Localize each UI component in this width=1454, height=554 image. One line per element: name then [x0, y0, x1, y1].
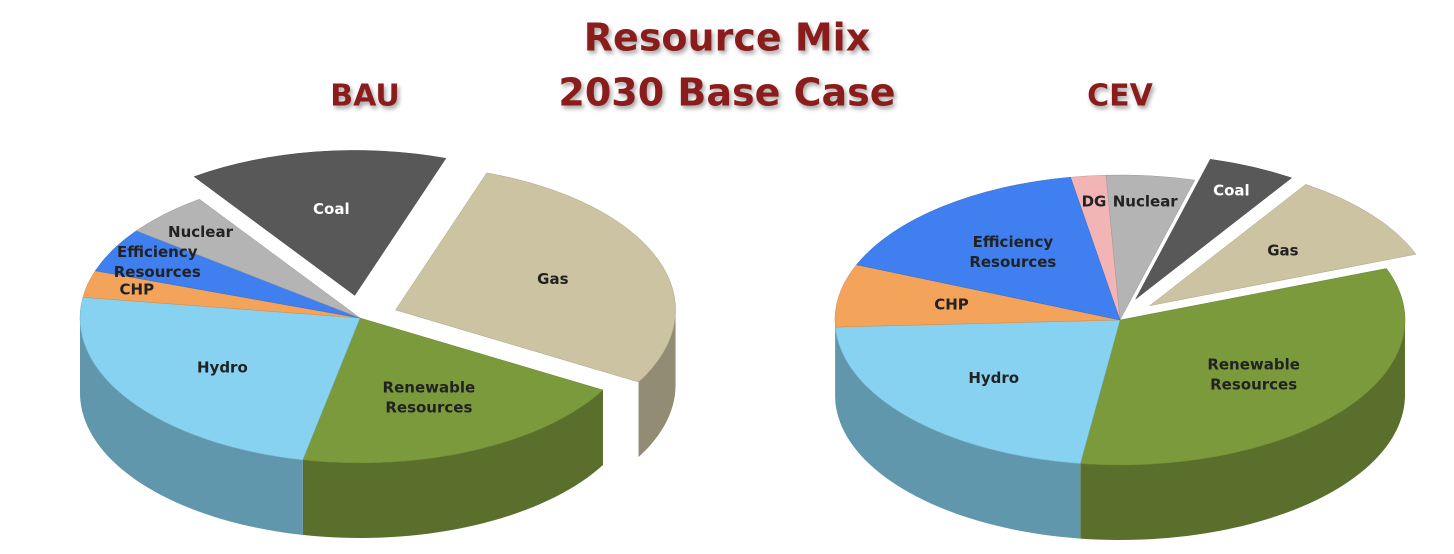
slice-label: Hydro [968, 369, 1019, 387]
pie-labels: DG Nuclear Coal Gas Renewable Resources Hydro C… [934, 181, 1300, 393]
slice-label: Hydro [197, 358, 248, 376]
pie-title: BAU [330, 79, 400, 114]
pie-sides [835, 317, 1405, 540]
pie-slice [1105, 174, 1196, 321]
pie-slice [395, 172, 676, 383]
slice-side [302, 390, 603, 538]
chart-title: Resource Mix [584, 16, 870, 60]
slice-side [80, 317, 303, 535]
slice-label: Nuclear [168, 223, 234, 241]
slice-label: Coal [1213, 181, 1250, 199]
slice-label: Gas [1267, 242, 1298, 260]
pie-slice [135, 198, 361, 319]
pie-slice [302, 317, 604, 464]
pie-slice [193, 150, 447, 296]
slice-label: Nuclear [1113, 192, 1179, 210]
pie-slice [856, 176, 1121, 321]
slice-label: Renewable Resources [1207, 355, 1300, 393]
slice-label: Coal [313, 200, 350, 218]
slice-side [835, 327, 1081, 539]
pie-labels: Coal Gas Renewable Resources Hydro CHPEfficie… [114, 200, 569, 416]
slice-label: DG [1082, 192, 1107, 210]
slice-label: CHP [934, 296, 969, 314]
slice-label: Efficiency Resources [969, 233, 1056, 271]
pie-tops [79, 150, 676, 464]
pie-title: CEV [1087, 79, 1154, 114]
chart-subtitle: 2030 Base Case [558, 71, 895, 115]
slice-label: Renewable Resources [383, 378, 476, 416]
slice-side [1080, 317, 1405, 540]
pie-slice [79, 297, 361, 461]
slice-label: CHP [120, 281, 155, 299]
pie-slice [1149, 184, 1417, 306]
pie-slice [1135, 159, 1293, 300]
slice-label: Gas [537, 270, 568, 288]
pie-slice [834, 264, 1121, 328]
slice-label: Efficiency Resources [114, 243, 201, 281]
pie-tops [834, 159, 1417, 466]
pie-slice [1080, 268, 1406, 466]
pie-slice [835, 319, 1121, 464]
